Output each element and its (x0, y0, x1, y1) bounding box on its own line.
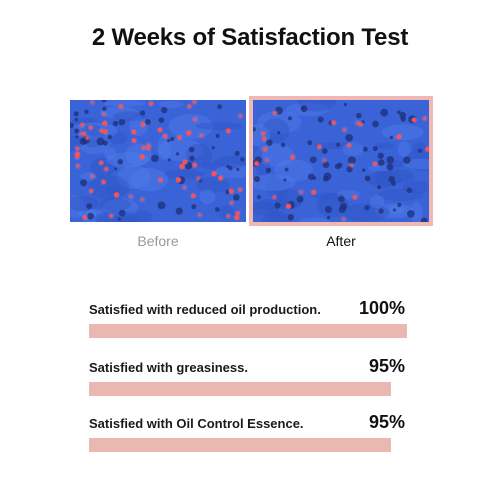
stat-bar-fill (89, 382, 392, 396)
stat-bar-fill (89, 438, 392, 452)
before-skin-image (70, 100, 246, 222)
page-title: 2 Weeks of Satisfaction Test (91, 24, 409, 51)
stat-label: Satisfied with greasiness. (89, 360, 248, 375)
stat-value: 100% (358, 298, 405, 318)
after-image-frame (249, 96, 433, 226)
stat-value: 95% (368, 356, 405, 376)
stat-label: Satisfied with reduced oil production. (89, 302, 321, 317)
stat-bar-track (89, 324, 407, 338)
stat-bar-track (89, 382, 407, 396)
stat-label: Satisfied with Oil Control Essence. (89, 416, 304, 431)
stat-value: 95% (368, 412, 405, 432)
after-skin-image (253, 100, 429, 222)
stat-bar-track (89, 438, 407, 452)
stat-bar-fill (89, 324, 407, 338)
after-caption: After (326, 233, 356, 249)
before-caption: Before (137, 233, 179, 249)
